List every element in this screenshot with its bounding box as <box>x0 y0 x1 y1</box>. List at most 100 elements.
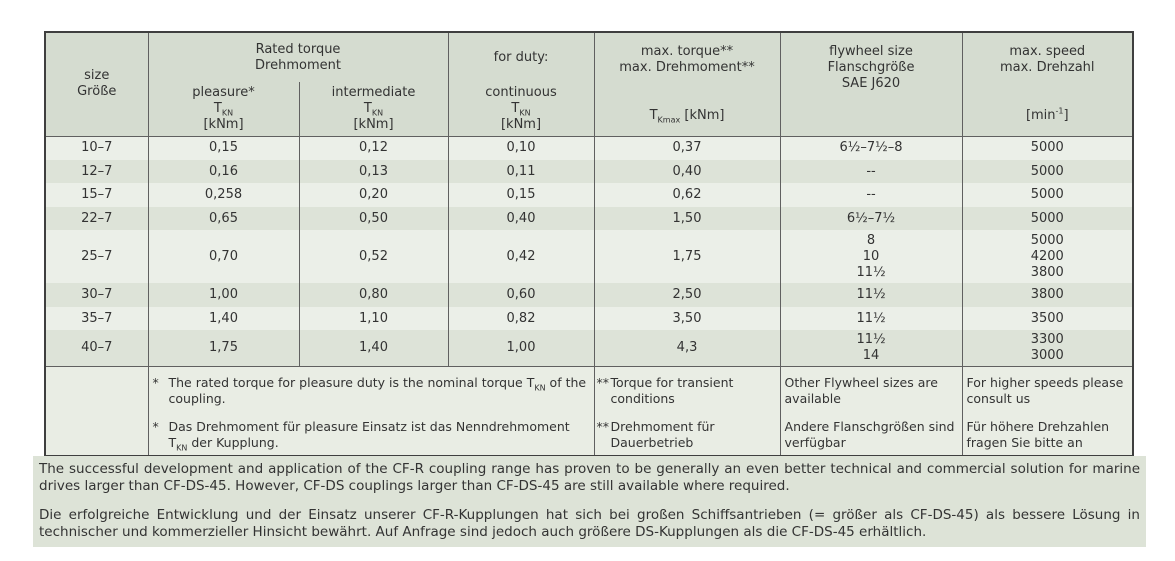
continuous-cell: 0,15 <box>447 183 595 207</box>
header-max-speed-lines: max. speed max. Drehzahl <box>999 44 1095 76</box>
pleasure-cell: 0,258 <box>147 183 299 207</box>
header-size-de: Größe <box>77 84 117 100</box>
intermediate-cell: 0,52 <box>298 230 449 283</box>
continuous-cell: 1,00 <box>447 330 595 366</box>
footnote-max-speed-cell: For higher speeds please consult us Für … <box>961 365 1134 456</box>
footnote-max-torque-de: ** Drehmoment für Dauerbetrieb <box>596 418 715 450</box>
coupling-spec-table: size Größe Rated torque Drehmoment for d… <box>44 31 1135 457</box>
header-duty-cell: for duty: <box>447 32 595 82</box>
header-rated-torque-cell: Rated torque Drehmoment <box>147 32 449 82</box>
flywheel-cell: -- <box>779 183 963 207</box>
max-speed-cell: 5000 <box>961 160 1134 183</box>
intermediate-cell: 0,50 <box>298 207 449 230</box>
header-rated-en: Rated torque <box>255 41 341 57</box>
pleasure-cell: 0,16 <box>147 160 299 183</box>
pleasure-cell: 0,15 <box>147 135 299 160</box>
footnote-empty-cell <box>45 365 148 456</box>
intermediate-symbol: TKN <box>363 100 384 118</box>
footnote-row: * The rated torque for pleasure duty is t… <box>45 365 1134 456</box>
table-row: 40–7 1,75 1,40 1,00 4,3 11½ 14 3300 3000 <box>45 330 1134 366</box>
max-speed-cell: 5000 <box>961 183 1134 207</box>
note-paragraph-en: The successful development and applicati… <box>39 461 1140 494</box>
table-row: 35–7 1,40 1,10 0,82 3,50 11½ 3500 <box>45 307 1134 330</box>
flywheel-cell: 8 10 11½ <box>779 230 963 283</box>
header-max-torque-lines: max. torque** max. Drehmoment** <box>619 44 755 76</box>
max-torque-cell: 0,62 <box>593 183 781 207</box>
flywheel-cell: 11½ <box>779 283 963 307</box>
flywheel-cell: 6½–7½ <box>779 207 963 230</box>
continuous-cell: 0,11 <box>447 160 595 183</box>
header-rated-de: Drehmoment <box>255 57 341 73</box>
max-speed-cell: 5000 <box>961 207 1134 230</box>
max-torque-cell: 0,37 <box>593 135 781 160</box>
continuous-cell: 0,82 <box>447 307 595 330</box>
pleasure-cell: 1,40 <box>147 307 299 330</box>
max-torque-cell: 1,50 <box>593 207 781 230</box>
pleasure-symbol: TKN <box>213 100 234 118</box>
notes-block: The successful development and applicati… <box>33 456 1146 547</box>
footnote-rated-de: * Das Drehmoment für pleasure Einsatz ist… <box>152 418 570 452</box>
max-torque-cell: 2,50 <box>593 283 781 307</box>
intermediate-cell: 1,40 <box>298 330 449 366</box>
continuous-cell: 0,40 <box>447 207 595 230</box>
max-speed-unit: [min-1] <box>1025 106 1069 124</box>
flywheel-cell: 11½ <box>779 307 963 330</box>
intermediate-cell: 0,80 <box>298 283 449 307</box>
table-row: 22–7 0,65 0,50 0,40 1,50 6½–7½ 5000 <box>45 207 1134 230</box>
table-row: 25–7 0,70 0,52 0,42 1,75 8 10 11½ 5000 4… <box>45 230 1134 283</box>
header-size-en: size <box>84 68 110 84</box>
note-paragraph-de: Die erfolgreiche Entwicklung und der Ein… <box>39 507 1140 540</box>
continuous-symbol: TKN <box>511 100 531 118</box>
intermediate-cell: 0,12 <box>298 135 449 160</box>
header-max-torque-cell: max. torque** max. Drehmoment** TKmax [k… <box>593 32 781 136</box>
footnote-max-speed-de: Für höhere Drehzahlen fragen Sie bitte a… <box>966 418 1110 450</box>
header-continuous-cell: continuous TKN [kNm] <box>447 82 595 136</box>
footnote-rated-en: * The rated torque for pleasure duty is t… <box>152 374 587 406</box>
footnote-max-speed-en: For higher speeds please consult us <box>966 374 1124 406</box>
table-row: 15–7 0,258 0,20 0,15 0,62 -- 5000 <box>45 183 1134 207</box>
max-speed-cell: 3500 <box>961 307 1134 330</box>
footnote-max-torque-cell: ** Torque for transient conditions ** Dreh… <box>593 365 781 456</box>
continuous-cell: 0,10 <box>447 135 595 160</box>
header-size-cell: size Größe <box>45 32 148 136</box>
pleasure-cell: 0,65 <box>147 207 299 230</box>
intermediate-cell: 0,20 <box>298 183 449 207</box>
header-duty-label: for duty: <box>493 49 549 65</box>
max-speed-cell: 5000 <box>961 135 1134 160</box>
max-speed-cell: 3800 <box>961 283 1134 307</box>
footnote-flywheel-de: Andere Flanschgrößen sind verfügbar <box>784 418 955 450</box>
flywheel-cell: 6½–7½–8 <box>779 135 963 160</box>
header-max-speed-cell: max. speed max. Drehzahl [min-1] <box>961 32 1134 136</box>
header-intermediate-cell: intermediate TKN [kNm] <box>298 82 449 136</box>
pleasure-cell: 0,70 <box>147 230 299 283</box>
pleasure-cell: 1,00 <box>147 283 299 307</box>
header-pleasure-cell: pleasure* TKN [kNm] <box>147 82 299 136</box>
max-torque-cell: 1,75 <box>593 230 781 283</box>
max-torque-cell: 3,50 <box>593 307 781 330</box>
size-cell: 22–7 <box>45 207 148 230</box>
size-cell: 25–7 <box>45 230 148 283</box>
size-cell: 10–7 <box>45 135 148 160</box>
intermediate-cell: 1,10 <box>298 307 449 330</box>
size-cell: 15–7 <box>45 183 148 207</box>
table-row: 12–7 0,16 0,13 0,11 0,40 -- 5000 <box>45 160 1134 183</box>
table-row: 10–7 0,15 0,12 0,10 0,37 6½–7½–8 5000 <box>45 135 1134 160</box>
size-cell: 40–7 <box>45 330 148 366</box>
max-torque-cell: 4,3 <box>593 330 781 366</box>
max-speed-cell: 3300 3000 <box>961 330 1134 366</box>
footnote-rated-cell: * The rated torque for pleasure duty is t… <box>147 365 595 456</box>
max-torque-cell: 0,40 <box>593 160 781 183</box>
max-torque-symbol: TKmax [kNm] <box>649 108 725 125</box>
size-cell: 35–7 <box>45 307 148 330</box>
header-flywheel-cell: flywheel size Flanschgröße SAE J620 <box>779 32 963 136</box>
footnote-max-torque-en: ** Torque for transient conditions <box>596 374 734 406</box>
flywheel-cell: -- <box>779 160 963 183</box>
continuous-cell: 0,42 <box>447 230 595 283</box>
header-flywheel-lines: flywheel size Flanschgröße SAE J620 <box>827 44 915 92</box>
footnote-flywheel-en: Other Flywheel sizes are available <box>784 374 938 406</box>
table-row: 30–7 1,00 0,80 0,60 2,50 11½ 3800 <box>45 283 1134 307</box>
pleasure-cell: 1,75 <box>147 330 299 366</box>
size-cell: 12–7 <box>45 160 148 183</box>
intermediate-cell: 0,13 <box>298 160 449 183</box>
